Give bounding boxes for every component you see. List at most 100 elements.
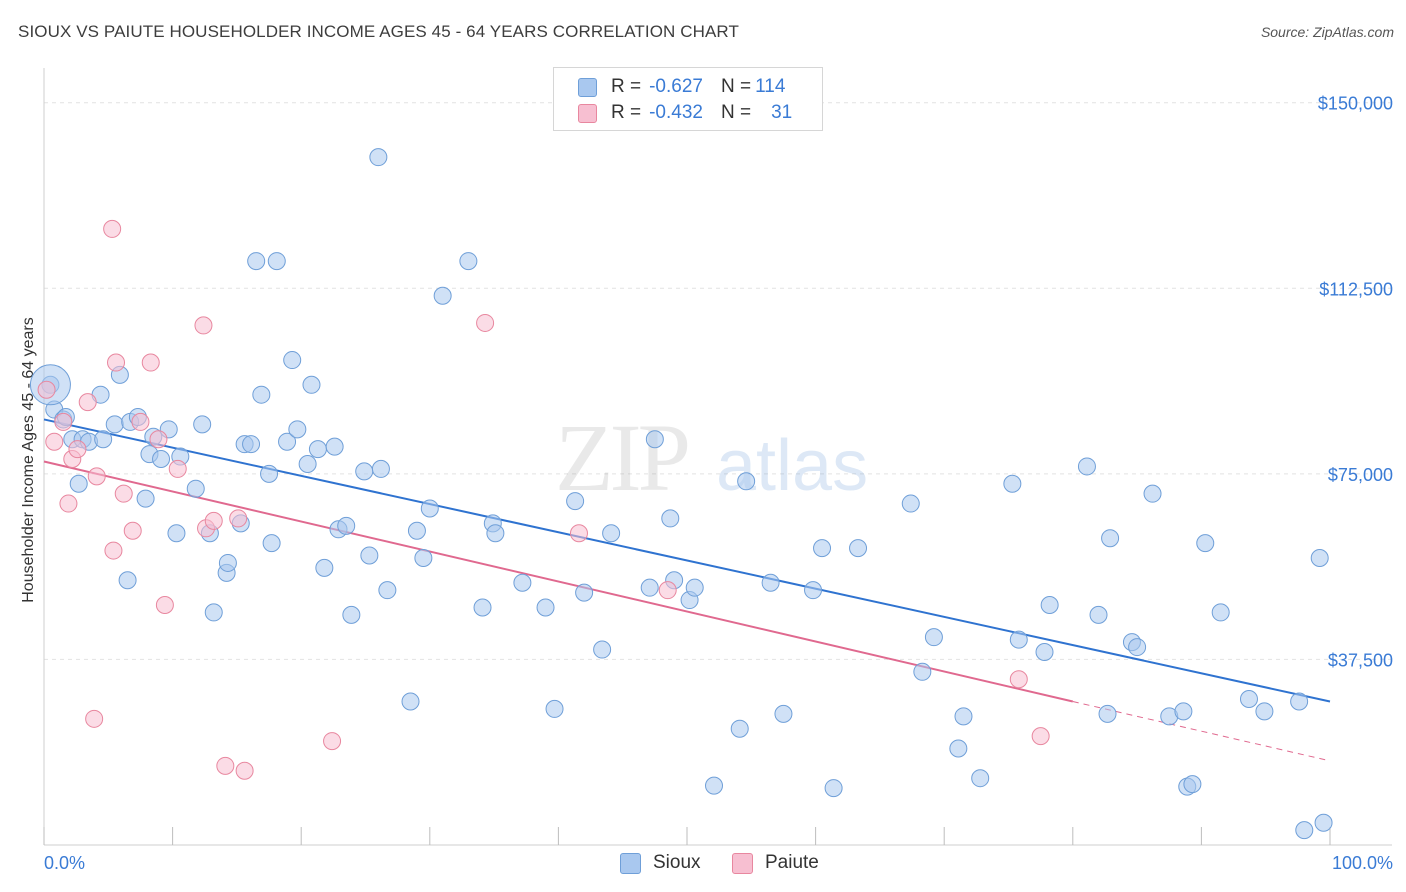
x-tick-label: 100.0% <box>1332 853 1393 873</box>
paiute-point <box>155 596 174 615</box>
sioux-point <box>824 779 843 798</box>
sioux-point <box>486 524 505 543</box>
paiute-point <box>149 430 168 449</box>
paiute-point <box>103 219 122 238</box>
sioux-point <box>901 494 920 513</box>
sioux-point <box>1098 704 1117 723</box>
legend-item-sioux[interactable]: Sioux <box>620 852 701 874</box>
sioux-point <box>513 573 532 592</box>
paiute-point <box>131 412 150 431</box>
watermark: ZIP atlas <box>555 404 868 511</box>
paiute-point <box>1009 670 1028 689</box>
sioux-point <box>1089 605 1108 624</box>
sioux-point <box>1239 690 1258 709</box>
sioux-point <box>645 430 664 449</box>
sioux-point <box>1077 457 1096 476</box>
sioux-point <box>193 415 212 434</box>
sioux-point <box>804 581 823 600</box>
legend-n-label: N = <box>720 102 752 123</box>
y-tick-label: $37,500 <box>1328 650 1393 670</box>
paiute-point <box>323 732 342 751</box>
sioux-point <box>705 776 724 795</box>
sioux-point <box>118 571 137 590</box>
legend-r-label: R = <box>611 102 642 123</box>
sioux-point <box>433 286 452 305</box>
legend-label-paiute: Paiute <box>765 852 819 873</box>
sioux-point <box>262 534 281 553</box>
sioux-point <box>369 148 388 167</box>
x-tick-label: 0.0% <box>44 853 85 873</box>
sioux-point <box>414 548 433 567</box>
sioux-point <box>218 553 237 572</box>
sioux-point <box>566 492 585 511</box>
legend-swatch-sioux <box>578 77 597 97</box>
sioux-point <box>924 628 943 647</box>
paiute-point <box>68 440 87 459</box>
sioux-point <box>1040 596 1059 615</box>
sioux-point <box>913 662 932 681</box>
sioux-point <box>167 524 186 543</box>
sioux-point <box>1255 702 1274 721</box>
axes <box>43 68 1392 846</box>
sioux-point <box>407 521 426 540</box>
sioux-point <box>971 769 990 788</box>
sioux-point <box>371 459 390 478</box>
sioux-point <box>661 509 680 528</box>
sioux-point <box>252 385 271 404</box>
paiute-point <box>104 541 123 560</box>
sioux-point <box>1101 529 1120 548</box>
sioux-trend-line <box>43 418 1331 703</box>
sioux-point <box>315 558 334 577</box>
correlation-legend: R = -0.627 N = 114 R = -0.432 N = 31 <box>553 67 823 131</box>
sioux-point <box>602 524 621 543</box>
sioux-point <box>473 598 492 617</box>
sioux-point <box>761 573 780 592</box>
sioux-point <box>288 420 307 439</box>
paiute-point <box>204 511 223 530</box>
legend-item-paiute[interactable]: Paiute <box>732 852 819 874</box>
legend-n-label: N = <box>720 76 752 97</box>
y-tick-label: $75,000 <box>1328 465 1393 485</box>
sioux-point <box>355 462 374 481</box>
series-legend: Sioux Paiute <box>0 852 1406 876</box>
sioux-point <box>267 252 286 271</box>
sioux-point <box>94 430 113 449</box>
chart-title: SIOUX VS PAIUTE HOUSEHOLDER INCOME AGES … <box>18 22 739 41</box>
paiute-point <box>168 459 187 478</box>
sioux-point <box>1143 484 1162 503</box>
paiute-point <box>141 353 160 372</box>
sioux-point <box>1211 603 1230 622</box>
sioux-point <box>685 578 704 597</box>
sioux-point <box>308 440 327 459</box>
sioux-point <box>545 699 564 718</box>
paiute-points <box>37 219 1050 780</box>
paiute-point <box>85 709 104 728</box>
sioux-points <box>29 148 1333 840</box>
sioux-point <box>593 640 612 659</box>
paiute-point <box>658 581 677 600</box>
paiute-point <box>123 521 142 540</box>
sioux-point <box>186 479 205 498</box>
paiute-point <box>235 761 254 780</box>
sioux-point <box>278 432 297 451</box>
sioux-point <box>1196 534 1215 553</box>
sioux-point <box>459 252 478 271</box>
sioux-point <box>152 450 171 469</box>
paiute-point <box>1031 727 1050 746</box>
paiute-point <box>114 484 133 503</box>
sioux-point <box>1183 775 1202 794</box>
legend-r-value: -0.432 <box>649 102 703 123</box>
y-tick-label: $112,500 <box>1319 279 1393 299</box>
sioux-point <box>136 489 155 508</box>
sioux-point <box>69 474 88 493</box>
trend-lines <box>43 418 1331 762</box>
legend-n-value: 31 <box>771 102 793 123</box>
legend-swatch-paiute <box>578 103 597 123</box>
sioux-point <box>536 598 555 617</box>
sioux-point <box>949 739 968 758</box>
y-tick-label: $150,000 <box>1318 94 1393 114</box>
sioux-point <box>247 252 266 271</box>
sioux-point <box>1009 630 1028 649</box>
paiute-point <box>87 467 106 486</box>
